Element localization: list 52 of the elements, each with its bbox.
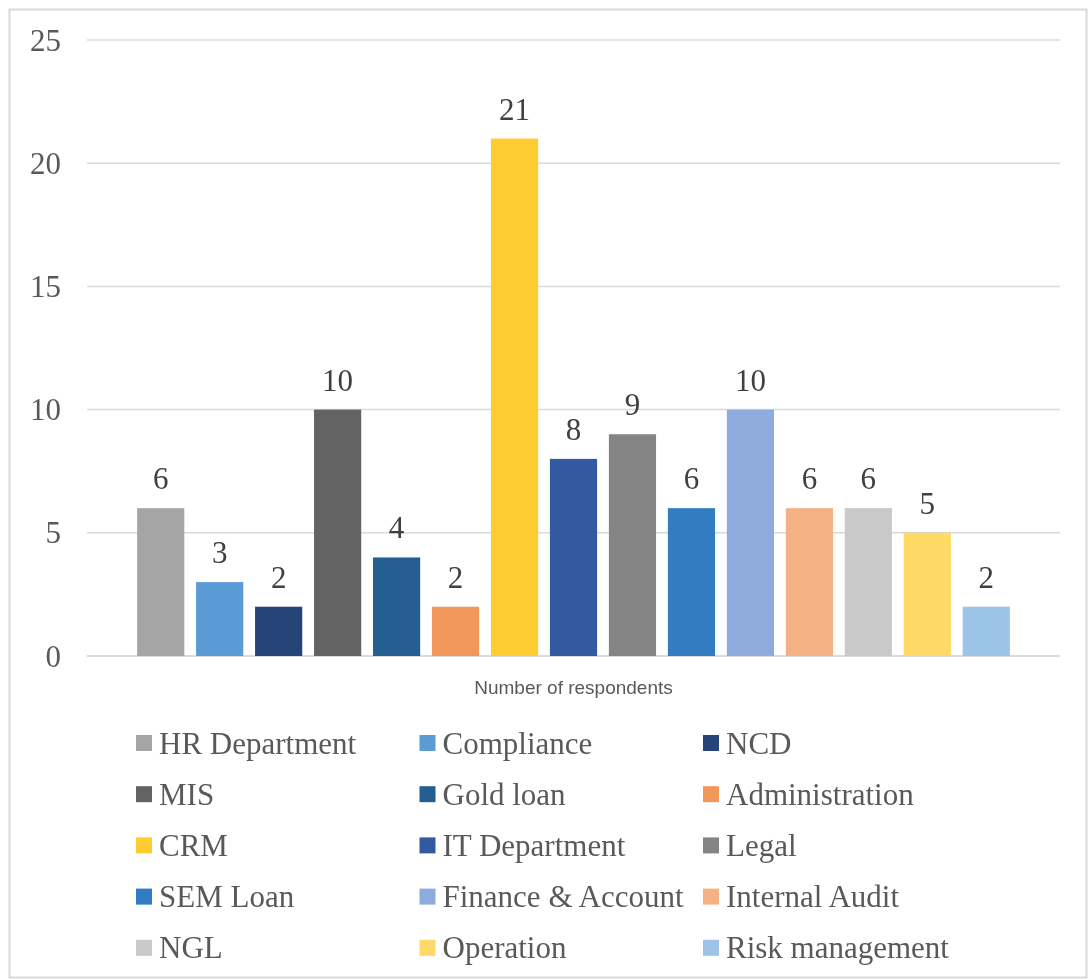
bar	[608, 434, 657, 656]
bar	[137, 508, 185, 656]
legend-label: Internal Audit	[726, 879, 900, 915]
y-tick-label: 25	[30, 22, 61, 58]
y-tick-label: 0	[45, 638, 61, 674]
data-label: 9	[624, 387, 641, 423]
legend-label: CRM	[159, 827, 228, 863]
legend-label: NGL	[159, 930, 223, 966]
bar	[373, 557, 421, 656]
data-label: 21	[499, 91, 531, 127]
data-label: 3	[211, 535, 228, 571]
data-label: 10	[322, 362, 354, 398]
y-tick-label: 5	[45, 515, 61, 551]
data-label: 2	[447, 559, 464, 595]
legend-label: Administration	[726, 776, 915, 812]
data-label: 6	[860, 461, 877, 497]
bar	[549, 458, 598, 656]
legend-label: Gold loan	[442, 776, 567, 812]
data-label: 2	[270, 559, 287, 595]
data-label: 8	[565, 411, 582, 447]
legend-label: Risk management	[726, 930, 950, 966]
x-tick-label: Number of respondents	[474, 676, 673, 698]
data-label: 6	[801, 461, 818, 497]
bar	[785, 508, 833, 656]
data-label: 4	[388, 510, 405, 546]
legend-label: Operation	[442, 930, 567, 966]
y-tick-label: 15	[30, 268, 61, 304]
data-label: 5	[919, 485, 936, 521]
legend-label: MIS	[159, 776, 215, 812]
bar	[844, 508, 892, 656]
legend-label: Finance & Account	[442, 879, 684, 915]
bar	[962, 606, 1010, 656]
bar	[667, 508, 716, 656]
data-label: 6	[152, 461, 169, 497]
data-label: 10	[734, 362, 766, 398]
legend-label: NCD	[726, 725, 792, 761]
legend-label: Legal	[726, 827, 797, 863]
bar	[255, 606, 303, 656]
bar	[314, 409, 362, 656]
y-tick-label: 10	[30, 392, 61, 428]
bar	[903, 532, 951, 656]
data-label: 2	[978, 559, 995, 595]
bar	[490, 138, 539, 656]
legend-label: Compliance	[442, 725, 593, 761]
bar	[196, 582, 244, 656]
y-tick-label: 20	[30, 145, 61, 181]
legend-label: IT Department	[442, 827, 626, 863]
legend-label: HR Department	[159, 725, 357, 761]
legend-label: SEM Loan	[159, 879, 295, 915]
bar	[431, 606, 480, 656]
bar	[726, 409, 774, 656]
data-label: 6	[683, 461, 700, 497]
